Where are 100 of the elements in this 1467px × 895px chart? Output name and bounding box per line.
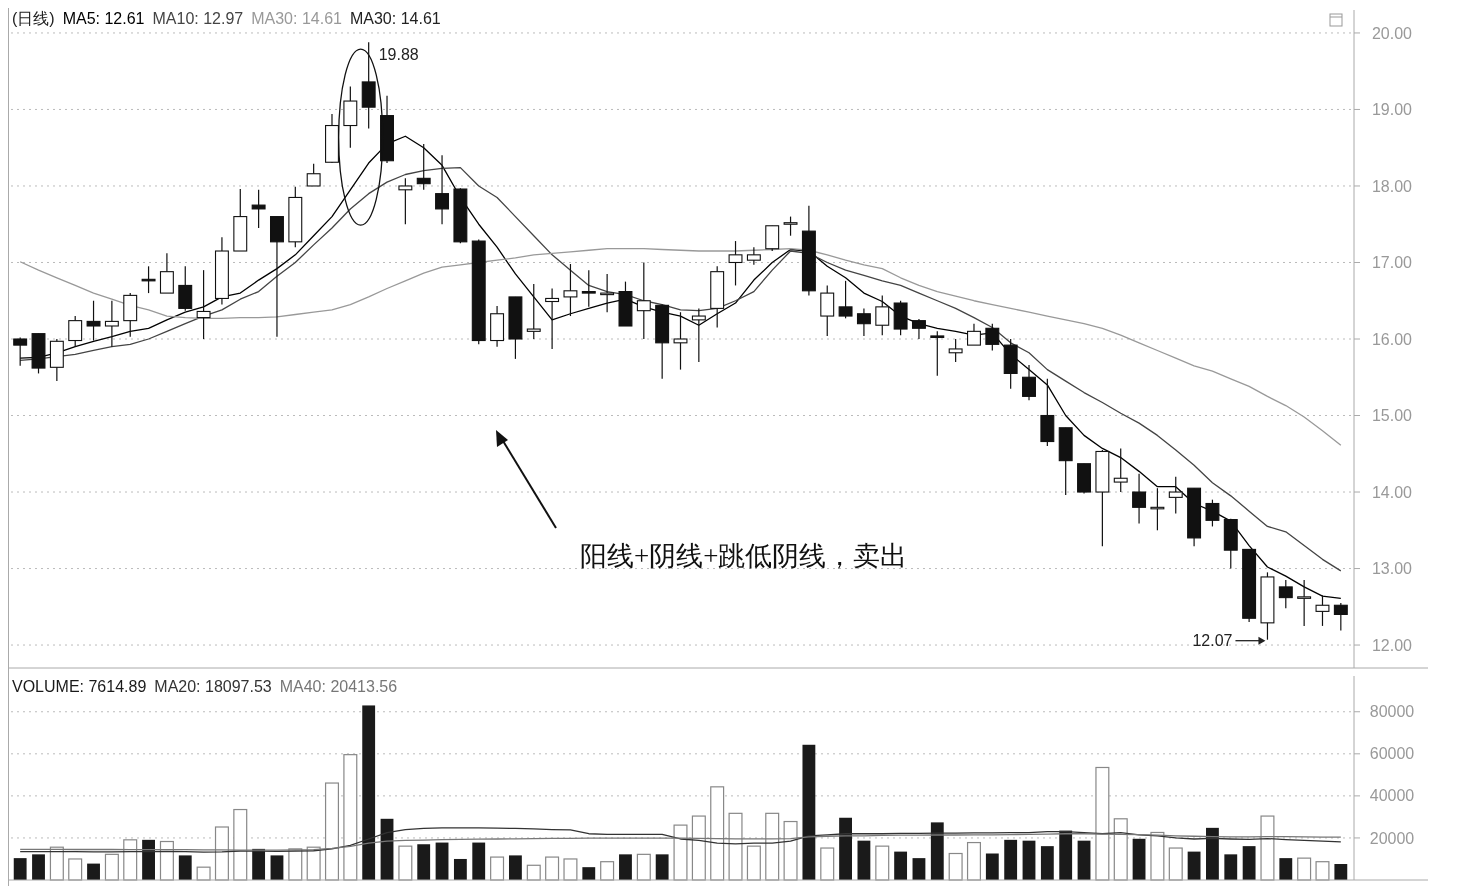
y-tick-label: 20000 [1369,829,1415,847]
bar [1004,839,1018,880]
y-tick-label: 19.00 [1371,101,1413,119]
bar [159,840,174,881]
bar [142,839,155,880]
annotation: 阳线+阴线+跳低阴线，卖出 [580,541,908,571]
bar [1187,851,1201,880]
candlestick [251,189,266,229]
candlestick [1168,476,1183,515]
bar [32,854,45,880]
candlestick [86,300,101,342]
y-tick-label: 80000 [1369,703,1415,721]
candlestick [967,323,981,346]
bar [728,812,743,881]
candlestick [856,307,871,337]
y-tick-label: 60000 [1369,745,1415,763]
text: MA5: 12.61 [62,10,145,27]
bar [783,820,798,881]
candlestick [1297,579,1312,627]
bar [691,815,706,881]
candlestick [141,265,156,294]
bar [1168,847,1183,881]
bar [490,856,505,881]
text: MA30: 14.61 [251,10,343,27]
candlestick [13,336,28,367]
candlestick [691,307,706,363]
bar [619,854,632,880]
bar [1077,840,1091,880]
bar [563,858,578,881]
bar [1113,818,1128,881]
bar [417,844,431,880]
bar [398,845,413,881]
bar [104,853,119,881]
bar [1260,815,1275,881]
bar [1022,840,1036,880]
candlestick [673,311,688,371]
bar [472,842,486,880]
candlestick [746,246,761,266]
y-tick-label: 16.00 [1371,330,1413,348]
candlestick [838,280,853,319]
bar [802,744,816,880]
bar [1132,838,1146,880]
bar [582,867,596,880]
bar [1242,846,1256,880]
bar [985,853,999,880]
annotation: MA30: 14.61 [349,10,441,27]
bar [1315,861,1330,881]
candlestick [948,338,963,363]
bar [343,754,358,881]
bar [1059,830,1073,880]
y-tick-label: 20.00 [1371,24,1413,42]
bar [655,854,669,880]
bar [1206,827,1219,880]
bar [1279,858,1293,880]
bar [214,826,229,881]
candlestick [416,143,431,191]
bar [710,786,725,881]
bar [233,808,248,881]
bar [857,840,871,880]
annotation: 12.07 [1192,631,1233,649]
candlestick [930,330,945,377]
bar [123,839,138,881]
candlestick [783,215,798,237]
text: MA40: 20413.56 [279,678,398,695]
candlestick [104,300,119,348]
annotation: 19.88 [378,46,419,64]
bar [930,822,944,880]
candlestick [728,240,743,287]
bar [600,861,615,881]
candlestick [68,315,83,348]
candlestick [563,263,578,317]
bar [1297,857,1312,881]
candlestick [1132,473,1147,524]
bar [68,858,83,881]
y-tick-label: 12.00 [1371,636,1413,654]
bar [178,855,192,880]
bar [435,842,449,880]
text: MA10: 12.97 [152,10,244,27]
bar [765,812,780,881]
y-tick-label: 17.00 [1371,254,1413,272]
line-series [19,833,1342,851]
candlestick [875,294,890,336]
text: VOLUME: 7614.89 [12,678,147,695]
candlestick [820,284,835,337]
candlestick [765,225,780,252]
candlestick [526,283,541,340]
bar [87,863,100,880]
bar [1150,831,1165,881]
bar [820,847,835,881]
bar [270,855,284,880]
bar [362,705,376,880]
text: MA20: 18097.53 [154,678,272,695]
bar [324,782,340,881]
bar [966,841,981,881]
candlestick [159,252,174,294]
line-series [19,827,1342,853]
bar [545,856,560,881]
candlestick [306,163,321,187]
candlestick [911,318,926,340]
y-tick-label: 18.00 [1371,177,1413,195]
